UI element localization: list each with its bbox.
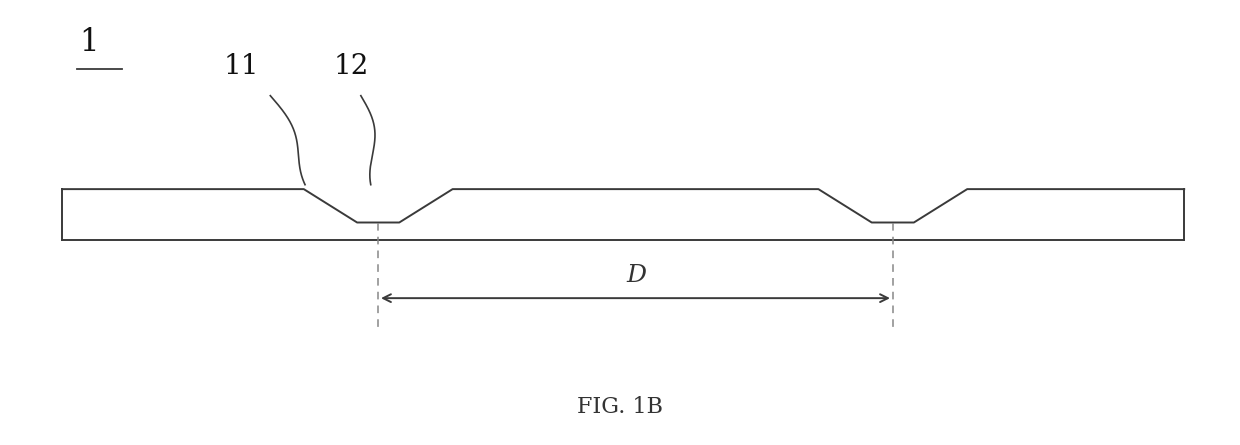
Text: D: D [626, 264, 646, 287]
Text: 1: 1 [79, 27, 99, 58]
Text: 12: 12 [334, 53, 368, 80]
Text: FIG. 1B: FIG. 1B [577, 396, 663, 418]
Text: 11: 11 [224, 53, 259, 80]
